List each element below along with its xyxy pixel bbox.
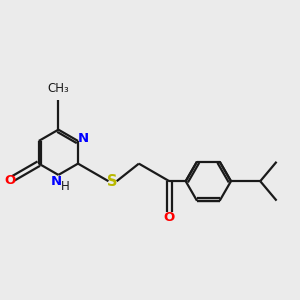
Text: H: H	[61, 180, 70, 194]
Text: S: S	[107, 174, 118, 189]
Text: O: O	[4, 174, 15, 187]
Text: O: O	[164, 211, 175, 224]
Text: CH₃: CH₃	[47, 82, 69, 95]
Text: N: N	[78, 132, 89, 145]
Text: N: N	[50, 175, 62, 188]
